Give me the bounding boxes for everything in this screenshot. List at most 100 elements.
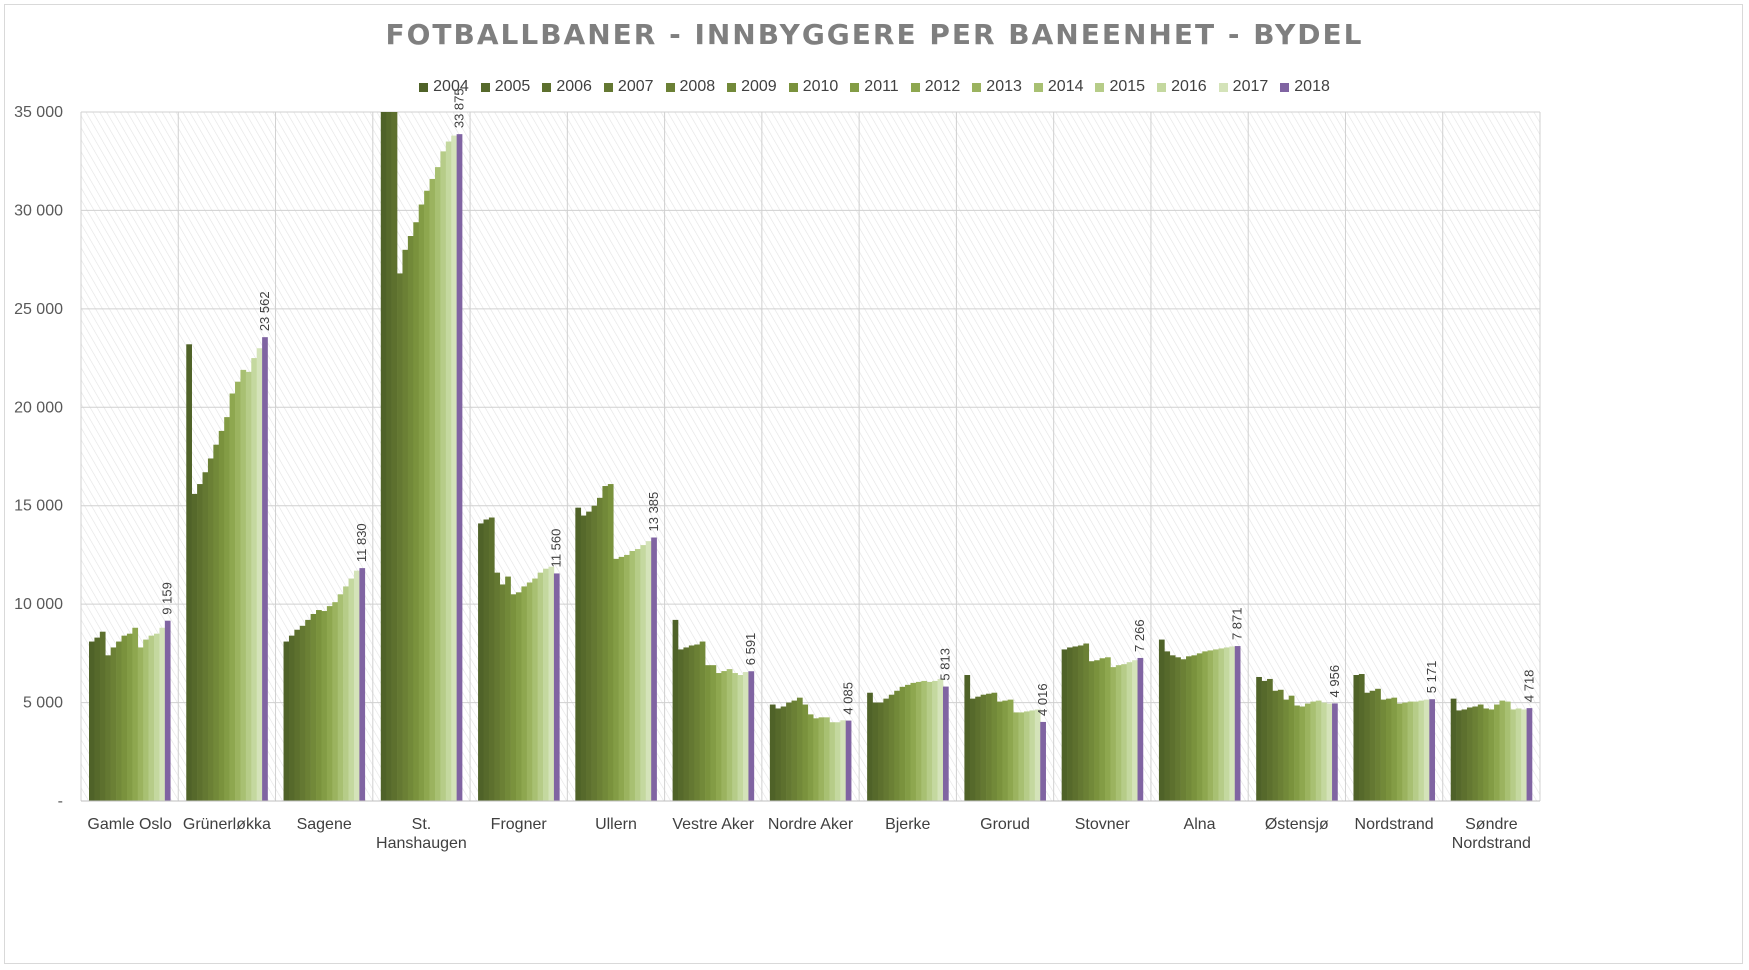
bar-2015	[1121, 664, 1127, 801]
bar-2017	[840, 720, 847, 801]
bar-2013	[1110, 667, 1117, 801]
bar-2010	[218, 430, 225, 801]
bar-2018	[553, 573, 560, 801]
bar-2018	[1429, 699, 1436, 801]
bar-2004	[89, 641, 95, 801]
bar-2006	[683, 647, 690, 801]
legend-item-2018: 2018	[1280, 78, 1330, 96]
bar-2009	[894, 690, 900, 801]
legend-swatch	[542, 82, 552, 92]
legend-label: 2013	[986, 78, 1022, 95]
bar-2004	[769, 704, 776, 801]
bar-2007	[105, 655, 111, 801]
bar-2018	[456, 134, 463, 801]
bar-2012	[229, 393, 236, 801]
bar-2011	[1099, 658, 1106, 801]
bar-2007	[883, 698, 890, 801]
data-label-2018: 23 562	[257, 291, 272, 331]
bar-2012	[1396, 703, 1403, 801]
bar-2006	[877, 702, 884, 801]
legend-label: 2010	[802, 78, 839, 95]
bar-2014	[1504, 701, 1511, 801]
bar-2004	[575, 507, 582, 801]
legend-label: 2015	[1109, 78, 1146, 95]
bar-2008	[1180, 659, 1187, 801]
bar-2012	[521, 586, 528, 801]
data-label-2018: 5 171	[1424, 661, 1439, 694]
bar-2009	[213, 444, 220, 801]
bar-2004	[867, 692, 873, 801]
bar-2017	[645, 541, 652, 801]
bar-2011	[224, 417, 230, 801]
legend-swatch	[419, 82, 429, 92]
data-label-2018: 13 385	[646, 492, 661, 532]
data-label-2018: 7 266	[1132, 619, 1147, 652]
bar-2007	[494, 572, 501, 801]
bar-2010	[121, 635, 128, 801]
bar-2014	[337, 594, 344, 801]
bar-2014	[726, 669, 733, 801]
x-tick-label: Sagene	[297, 816, 352, 833]
x-tick-label: Alna	[1184, 816, 1216, 833]
bar-2008	[791, 700, 798, 801]
bar-2013	[429, 178, 436, 802]
bar-2016	[1126, 662, 1133, 801]
bar-2013	[1402, 702, 1408, 801]
bar-2009	[796, 697, 803, 801]
data-label-2018: 7 871	[1229, 608, 1244, 641]
bar-2007	[1369, 690, 1376, 801]
x-tick-label: St. Hanshaugen	[376, 816, 467, 852]
data-label-2018: 4 016	[1035, 683, 1050, 716]
bar-2015	[1413, 701, 1419, 801]
bar-2008	[694, 644, 700, 801]
bar-2005	[872, 702, 879, 801]
bar-2007	[299, 625, 306, 801]
bar-2018	[1526, 708, 1533, 801]
bar-2005	[1456, 710, 1462, 801]
data-label-2018: 9 159	[160, 582, 175, 615]
bar-2006	[294, 629, 301, 801]
bar-2006	[197, 484, 203, 801]
legend-item-2013: 2013	[972, 78, 1022, 96]
legend-label: 2007	[617, 78, 654, 95]
bar-2008	[110, 647, 117, 801]
bar-2011	[515, 592, 522, 801]
bar-2018	[359, 568, 366, 801]
legend-item-2007: 2007	[603, 78, 654, 96]
bar-2009	[505, 576, 511, 801]
bar-2013	[332, 602, 339, 801]
bar-2009	[116, 641, 122, 801]
bar-2017	[1521, 709, 1527, 801]
data-label-2018: 5 813	[938, 648, 953, 681]
legend-label: 2009	[741, 78, 777, 95]
bar-2016	[1223, 647, 1230, 801]
legend-label: 2011	[864, 78, 899, 95]
bar-2017	[159, 627, 166, 801]
bar-2018	[164, 620, 171, 801]
bar-2010	[510, 594, 517, 801]
bar-2006	[1267, 678, 1273, 801]
bar-2015	[634, 549, 641, 801]
bar-2018	[651, 537, 657, 801]
bar-2008	[1472, 706, 1479, 801]
bar-2007	[1077, 645, 1084, 801]
legend-item-2017: 2017	[1218, 78, 1268, 96]
bar-2011	[807, 714, 814, 801]
bar-2013	[137, 647, 144, 801]
bar-2004	[1061, 649, 1068, 801]
bar-2006	[1364, 692, 1371, 801]
bar-2013	[721, 671, 728, 801]
bar-2014	[1115, 665, 1122, 801]
bar-2005	[1261, 680, 1268, 801]
bar-2012	[813, 718, 819, 801]
bar-2015	[1218, 648, 1225, 801]
legend-item-2006: 2006	[542, 78, 592, 96]
bar-2010	[1385, 698, 1392, 801]
legend-swatch	[727, 82, 737, 92]
legend-swatch	[850, 82, 860, 92]
bar-2013	[526, 582, 533, 801]
legend-item-2004: 2004	[419, 78, 469, 96]
bar-2012	[1007, 699, 1014, 801]
x-tick-label: Grorud	[980, 816, 1030, 833]
bar-2008	[1375, 688, 1381, 801]
